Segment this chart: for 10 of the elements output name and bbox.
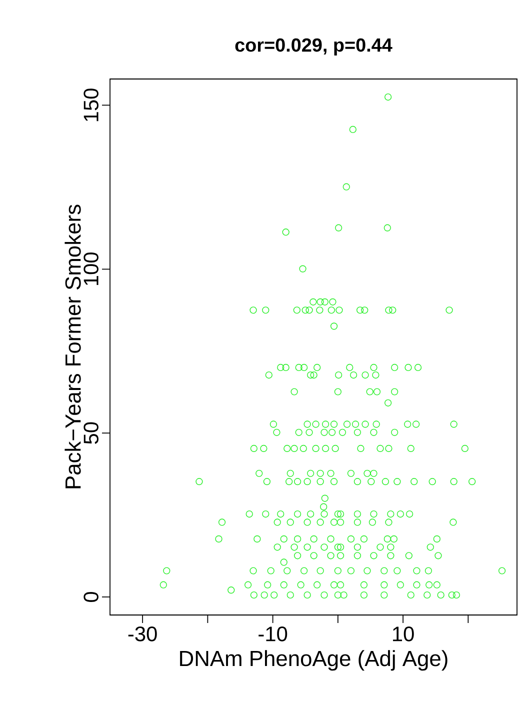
y-axis-title: Pack−Years Former Smokers: [64, 204, 81, 488]
chart-title: cor=0.029, p=0.44: [235, 38, 392, 56]
y-tick-label: 50: [84, 422, 98, 444]
x-axis-title: DNAm PhenoAge (Adj Age): [180, 650, 448, 671]
x-tick-label: -10: [258, 626, 288, 642]
y-tick-label: 100: [84, 252, 98, 285]
y-tick-label: 150: [84, 88, 98, 122]
x-tick-label: 10: [393, 626, 414, 642]
y-tick-label: 0: [84, 592, 98, 602]
x-tick-label: -30: [128, 626, 157, 642]
